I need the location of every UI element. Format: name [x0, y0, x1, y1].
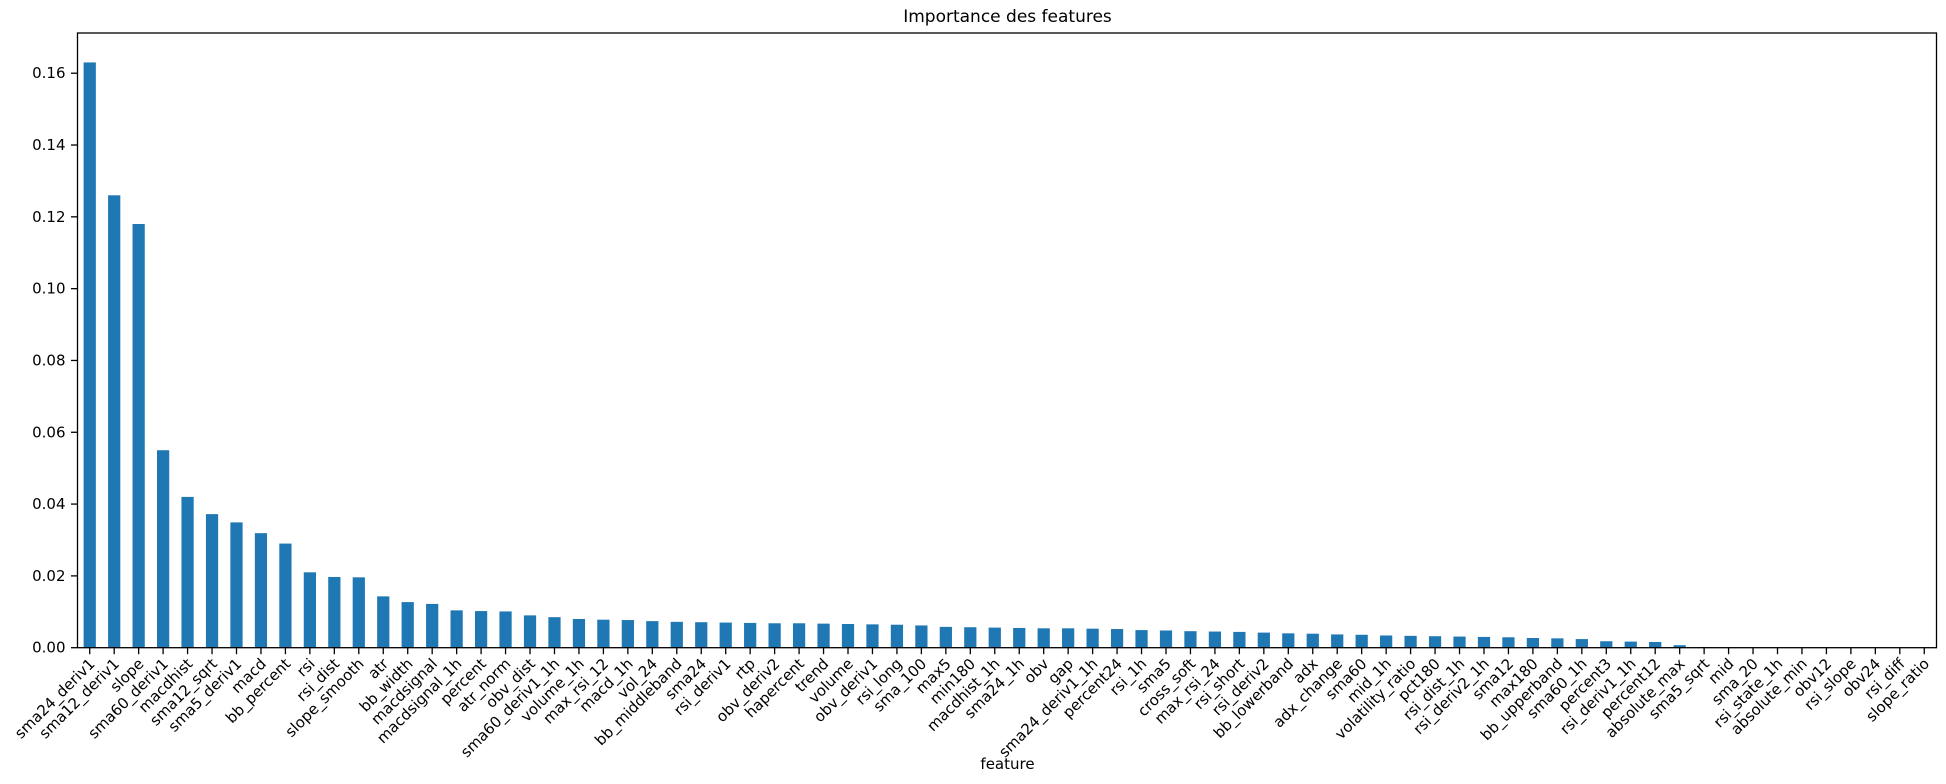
bar-vol_24	[646, 621, 659, 648]
y-tick-label: 0.06	[32, 423, 65, 441]
bars-group	[83, 62, 1931, 648]
bar-obv_dist	[523, 615, 537, 648]
bar-rsi_deriv2_1h	[1477, 636, 1491, 648]
bar-volume	[841, 624, 855, 648]
bar-sma24_deriv1_1h	[1086, 628, 1099, 648]
bar-percent3	[1600, 641, 1613, 648]
x-axis: sma24_deriv1sma12_deriv1slopesma60_deriv…	[11, 647, 1934, 762]
bar-macdhist	[181, 496, 194, 648]
bar-min180	[964, 627, 977, 648]
bar-rsi_deriv1_1h	[1624, 641, 1637, 648]
chart-title: Importance des features	[903, 7, 1112, 27]
bar-trend	[817, 623, 830, 648]
y-tick-label: 0.08	[32, 351, 65, 369]
bar-mid_1h	[1380, 635, 1393, 648]
bar-hapercent	[792, 623, 806, 648]
bar-percent24	[1110, 629, 1124, 648]
bar-rsi_short	[1233, 631, 1246, 648]
bar-sma60_deriv1_1h	[548, 617, 561, 648]
y-tick-label: 0.00	[32, 639, 65, 657]
bar-bb_lowerband	[1282, 633, 1295, 648]
bar-sma60_deriv1	[157, 450, 170, 648]
bar-sma60	[1355, 634, 1368, 648]
bar-max5	[939, 626, 952, 648]
bar-atr_norm	[499, 611, 512, 648]
bar-cross_soft	[1184, 631, 1197, 648]
bar-sma24	[695, 622, 708, 648]
bar-bb_upperband	[1551, 638, 1564, 648]
bar-rsi_1h	[1135, 630, 1148, 648]
bar-bb_middleband	[670, 621, 683, 648]
y-axis: 0.00 0.02 0.04 0.06 0.08 0.10 0.12 0.14 0.16	[32, 64, 78, 657]
bar-sma5	[1159, 630, 1173, 648]
bar-obv_deriv1	[866, 624, 879, 648]
bar-rsi_dist	[328, 576, 341, 648]
bar-pct180	[1428, 636, 1442, 648]
y-tick-label: 0.14	[32, 136, 65, 154]
y-tick-label: 0.16	[32, 64, 65, 82]
bar-macdsignal_1h	[450, 610, 463, 648]
bar-absolute_max	[1673, 645, 1686, 648]
bar-max_rsi_12	[597, 619, 610, 648]
bar-rsi_dist_1h	[1453, 636, 1466, 648]
bar-macd	[254, 533, 268, 648]
bar-rsi_deriv2	[1257, 632, 1270, 648]
bar-percent	[474, 611, 488, 648]
bar-macdhist_1h	[988, 627, 1001, 648]
bar-macd_1h	[621, 620, 634, 648]
y-tick-label: 0.04	[32, 495, 65, 513]
bar-slope	[132, 224, 145, 648]
x-axis-title: feature	[980, 755, 1035, 773]
bar-sma12_sqrt	[205, 514, 219, 648]
bar-volatility_ratio	[1404, 635, 1417, 648]
bar-bb_percent	[279, 543, 292, 648]
y-tick-label: 0.10	[32, 280, 65, 298]
bar-sma24_deriv1	[83, 62, 96, 648]
bar-rsi	[303, 572, 316, 648]
bar-macdsignal	[426, 603, 439, 648]
y-tick-label: 0.02	[32, 567, 65, 585]
bar-max180	[1526, 638, 1540, 648]
bar-adx_change	[1331, 634, 1344, 648]
bar-bb_width	[401, 602, 414, 648]
bar-gap	[1062, 628, 1075, 648]
bar-adx	[1306, 633, 1319, 648]
bar-atr	[377, 596, 390, 648]
bar-sma12_deriv1	[108, 195, 121, 648]
bar-obv_deriv2	[768, 623, 781, 648]
bar-sma5_deriv1	[230, 522, 243, 648]
bar-max_rsi_24	[1208, 631, 1222, 648]
bar-sma24_1h	[1013, 627, 1026, 648]
bar-sma12	[1502, 637, 1515, 648]
bar-rsi_deriv1	[719, 622, 732, 648]
y-tick-label: 0.12	[32, 208, 65, 226]
bar-sma60_1h	[1575, 639, 1588, 648]
bar-volume_1h	[572, 618, 586, 648]
bar-sma_100	[915, 625, 928, 648]
plot-border	[76, 32, 1938, 649]
bar-obv	[1037, 628, 1050, 648]
bar-rtp	[744, 622, 757, 648]
bar-rsi_long	[890, 624, 904, 648]
bar-percent12	[1649, 641, 1662, 648]
bar-slope_smooth	[352, 577, 365, 648]
